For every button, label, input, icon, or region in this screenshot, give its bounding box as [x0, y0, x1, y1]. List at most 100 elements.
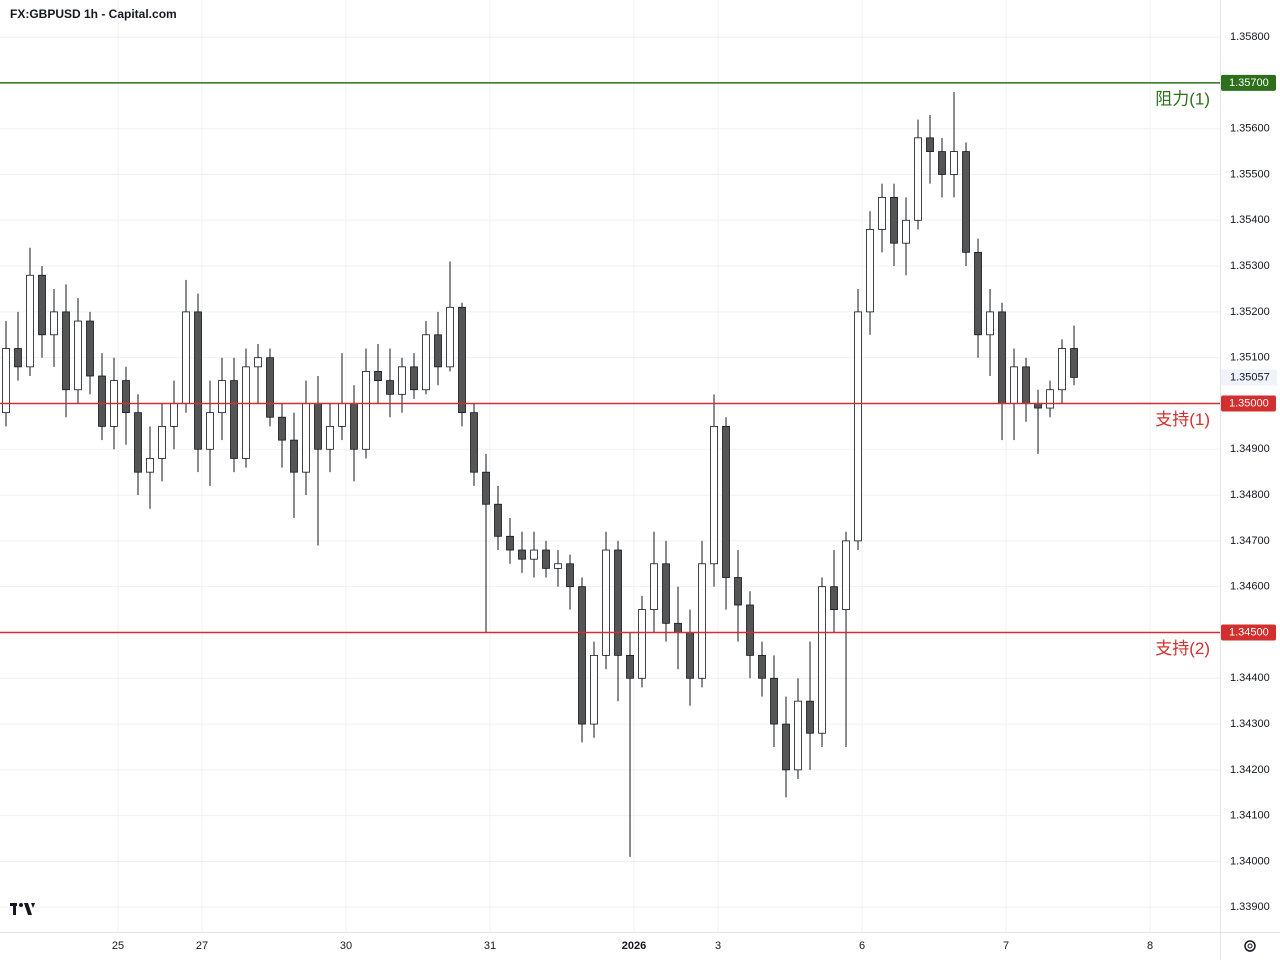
- candle-body: [638, 609, 646, 679]
- candle-body: [62, 311, 70, 391]
- x-tick-label: 2026: [622, 940, 646, 952]
- candle-body: [158, 425, 166, 459]
- y-tick-label: 1.34400: [1230, 672, 1270, 684]
- candle-body: [854, 311, 862, 542]
- candle-body: [182, 311, 190, 404]
- candle-body: [254, 357, 262, 368]
- x-tick-label: 3: [715, 940, 721, 952]
- y-tick-label: 1.34000: [1230, 855, 1270, 867]
- candle-body: [626, 654, 634, 679]
- grid: [0, 0, 1220, 932]
- candle-body: [482, 471, 490, 505]
- candle-body: [122, 380, 130, 414]
- y-tick-label: 1.34700: [1230, 535, 1270, 547]
- candle-body: [302, 403, 310, 473]
- candle-body: [1058, 348, 1066, 391]
- candle-body: [518, 549, 526, 560]
- candle-body: [338, 403, 346, 427]
- candle-body: [566, 563, 574, 588]
- x-tick-label: 8: [1147, 940, 1153, 952]
- y-tick-label: 1.34900: [1230, 443, 1270, 455]
- x-tick-label: 31: [484, 940, 496, 952]
- y-tick-label: 1.35600: [1230, 123, 1270, 135]
- last-price-label: 1.35057: [1230, 371, 1270, 383]
- candle-body: [38, 274, 46, 336]
- candle-body: [710, 425, 718, 565]
- y-tick-label: 1.35100: [1230, 352, 1270, 364]
- candle-body: [1022, 366, 1030, 404]
- level-name: 支持(2): [1155, 639, 1210, 658]
- candle-body: [278, 416, 286, 441]
- y-tick-label: 1.35400: [1230, 214, 1270, 226]
- candle-body: [314, 403, 322, 450]
- candle-body: [914, 137, 922, 221]
- candle-body: [2, 348, 10, 414]
- candle-body: [434, 334, 442, 368]
- settings-icon[interactable]: [1244, 940, 1256, 952]
- x-tick-label: 30: [340, 940, 352, 952]
- candle-body: [266, 357, 274, 418]
- last-price-box: [1221, 369, 1277, 386]
- candle-body: [1010, 366, 1018, 404]
- x-tick-label: 27: [196, 940, 208, 952]
- candle-body: [326, 425, 334, 450]
- level-name: 支持(1): [1155, 410, 1210, 429]
- x-tick-label: 7: [1003, 940, 1009, 952]
- y-tick-label: 1.35800: [1230, 31, 1270, 43]
- candle-body: [398, 366, 406, 395]
- candle-body: [530, 549, 538, 560]
- candle-body: [962, 151, 970, 253]
- candle-body: [662, 563, 670, 624]
- candle-body: [134, 412, 142, 473]
- y-tick-label: 1.33900: [1230, 901, 1270, 913]
- candle-body: [650, 563, 658, 610]
- y-tick-label: 1.35300: [1230, 260, 1270, 272]
- candle-body: [746, 604, 754, 656]
- level-price-label: 1.35000: [1229, 397, 1269, 409]
- candle-body: [506, 535, 514, 551]
- candle-body: [458, 306, 466, 414]
- candle-body: [950, 151, 958, 175]
- logo: [10, 903, 35, 915]
- candle-body: [782, 723, 790, 771]
- candle-body: [542, 549, 550, 569]
- candle-body: [578, 586, 586, 725]
- overlays: 1.35057 1.35700 阻力(1) 1.35000 支持(1) 1.34500 支持…: [0, 74, 1277, 658]
- candle-body: [242, 366, 250, 459]
- candle-body: [86, 320, 94, 377]
- candle-body: [758, 654, 766, 679]
- candle-body: [206, 412, 214, 450]
- candle-body: [614, 549, 622, 656]
- candle-body: [410, 366, 418, 391]
- x-tick-label: 6: [859, 940, 865, 952]
- level-price-label: 1.34500: [1229, 626, 1269, 638]
- candle-body: [602, 549, 610, 656]
- level-price-box: [1221, 74, 1276, 91]
- candle-body: [194, 311, 202, 450]
- candle-body: [1070, 348, 1078, 378]
- candle-body: [878, 196, 886, 230]
- candle-body: [842, 540, 850, 610]
- candle-body: [50, 311, 58, 336]
- y-tick-label: 1.34800: [1230, 489, 1270, 501]
- y-tick-label: 1.34200: [1230, 764, 1270, 776]
- candle-body: [722, 425, 730, 578]
- candle-body: [998, 311, 1006, 404]
- candle-body: [374, 371, 382, 381]
- candle-body: [470, 412, 478, 473]
- candle-body: [986, 311, 994, 336]
- candle-body: [866, 229, 874, 313]
- candle-body: [146, 458, 154, 473]
- level-price-box: [1221, 395, 1276, 412]
- candle-body: [170, 403, 178, 427]
- candle-body: [446, 306, 454, 368]
- candle-body: [698, 563, 706, 679]
- candle-body: [890, 196, 898, 244]
- candle-body: [818, 586, 826, 734]
- y-tick-label: 1.34100: [1230, 810, 1270, 822]
- candle-body: [674, 622, 682, 633]
- candle-body: [590, 654, 598, 725]
- candle-body: [218, 380, 226, 414]
